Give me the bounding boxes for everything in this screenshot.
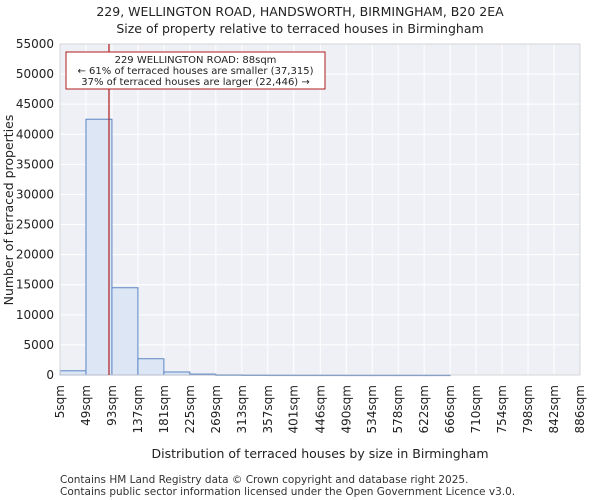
x-tick-label: 842sqm	[547, 385, 561, 433]
x-tick-label: 137sqm	[131, 385, 145, 433]
bar-5sqm	[59, 370, 87, 376]
y-tick-label: 20000	[16, 248, 54, 262]
footer-line-2: Contains public sector information licen…	[60, 486, 515, 498]
chart-subtitle: Size of property relative to terraced ho…	[116, 21, 483, 36]
x-tick-label: 313sqm	[235, 385, 249, 433]
x-tick-label: 5sqm	[53, 385, 67, 418]
x-tick-label: 357sqm	[261, 385, 275, 433]
y-tick-label: 50000	[16, 67, 54, 81]
chart-title: 229, WELLINGTON ROAD, HANDSWORTH, BIRMIN…	[96, 4, 504, 19]
x-tick-label: 93sqm	[105, 385, 119, 426]
bar-49sqm	[85, 118, 113, 376]
plot-frame	[59, 43, 581, 376]
y-tick-label: 55000	[16, 37, 54, 51]
plot-area: 0 5000 10000 15000 20000 25000 30000 35000 40000…	[16, 37, 587, 433]
y-tick-label: 0	[46, 368, 54, 382]
x-tick-label: 666sqm	[443, 385, 457, 433]
x-tick-label: 622sqm	[417, 385, 431, 433]
x-tick-label: 578sqm	[391, 385, 405, 433]
y-tick-label: 15000	[16, 278, 54, 292]
x-tick-label: 754sqm	[495, 385, 509, 433]
y-tick-label: 35000	[16, 157, 54, 171]
x-tick-label: 798sqm	[521, 385, 535, 433]
bar-93sqm	[111, 287, 139, 376]
x-tick-label: 225sqm	[183, 385, 197, 433]
bar-137sqm	[137, 358, 165, 376]
x-tick-label: 710sqm	[469, 385, 483, 433]
y-tick-label: 30000	[16, 187, 54, 201]
x-tick-label: 490sqm	[339, 385, 353, 433]
x-tick-label: 181sqm	[157, 385, 171, 433]
x-tick-label: 886sqm	[573, 385, 587, 433]
x-tick-label: 446sqm	[313, 385, 327, 433]
footer-line-1: Contains HM Land Registry data © Crown c…	[60, 474, 468, 486]
annotation-line-3: 37% of terraced houses are larger (22,44…	[81, 77, 310, 88]
annotation-box: 229 WELLINGTON ROAD: 88sqm← 61% of terra…	[65, 51, 326, 90]
y-tick-label: 5000	[23, 338, 54, 352]
x-axis-label: Distribution of terraced houses by size …	[152, 446, 489, 461]
x-tick-label: 49sqm	[79, 385, 93, 426]
y-tick-label: 25000	[16, 218, 54, 232]
y-tick-label: 10000	[16, 308, 54, 322]
annotation-frame	[65, 51, 326, 90]
annotation-line-2: ← 61% of terraced houses are smaller (37…	[78, 66, 314, 77]
x-tick-label: 401sqm	[287, 385, 301, 433]
x-tick-label: 534sqm	[365, 385, 379, 433]
y-axis-label: Number of terraced properties	[1, 115, 16, 306]
annotation-line-1: 229 WELLINGTON ROAD: 88sqm	[115, 55, 277, 66]
y-tick-label: 40000	[16, 127, 54, 141]
bar-181sqm	[163, 371, 191, 376]
x-tick-label: 269sqm	[209, 385, 223, 433]
y-tick-label: 45000	[16, 97, 54, 111]
